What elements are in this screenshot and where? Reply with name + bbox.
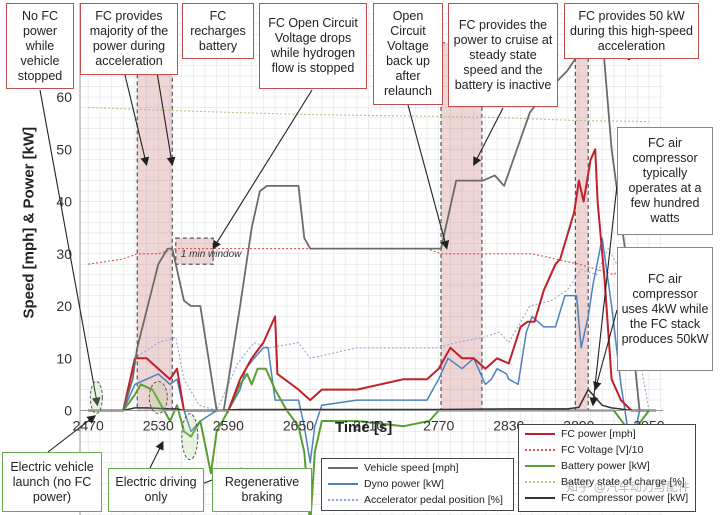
legend-item-accelerator-pedal: Accelerator pedal position [%]	[322, 492, 513, 508]
callout-arrow-4	[407, 104, 450, 250]
x-tick-label: 2530	[143, 417, 174, 433]
y-tick-label: 10	[56, 350, 72, 366]
y-tick-label: 50	[56, 141, 72, 157]
callout-no-fc-power: No FC power while vehicle stopped	[6, 3, 74, 89]
callout-ocv-back-up: Open Circuit Voltage back up after relau…	[373, 3, 443, 105]
callout-arrow-8	[593, 309, 618, 391]
legend-item-fc-compressor-power: FC compressor power [kW]	[519, 490, 695, 506]
callout-fc-recharges-battery: FC recharges battery	[182, 3, 254, 59]
legend-item-dyno-power: Dyno power [kW]	[322, 476, 513, 492]
series-line-2	[88, 248, 650, 412]
shaded-region-2	[574, 42, 589, 412]
highlight-ellipse-2	[181, 413, 199, 461]
legend-item-battery-power: Battery power [kW]	[519, 458, 695, 474]
callout-fc-50kw: FC provides 50 kW during this high-speed…	[564, 3, 699, 59]
callout-compressor-few-hundred-watts: FC air compressor typically operates at …	[617, 127, 713, 235]
callout-arrow-5	[473, 107, 504, 166]
callout-arrow-9	[47, 415, 97, 453]
series-line-6	[88, 106, 650, 123]
one-minute-window-box	[175, 237, 214, 265]
callout-fc-majority-acceleration: FC provides majority of the power during…	[80, 3, 178, 75]
y-tick-label: 60	[56, 89, 72, 105]
x-tick-label: 2470	[73, 417, 104, 433]
y-tick-label: 40	[56, 194, 72, 210]
callout-arrow-3	[212, 89, 313, 250]
highlight-ellipse-1	[148, 380, 168, 414]
y-tick-label: 30	[56, 246, 72, 262]
callout-fc-cruise: FC provides the power to cruise at stead…	[448, 3, 558, 107]
callout-arrow-1	[124, 74, 150, 167]
series-line-7	[88, 388, 649, 412]
legend-item-fc-power: FC power [mph]	[519, 426, 695, 442]
callout-compressor-4kw: FC air compressor uses 4kW while the FC …	[617, 247, 713, 371]
y-tick-label: 0	[64, 403, 72, 419]
callout-arrows	[39, 39, 631, 491]
one-minute-window-label: 1 min window	[181, 249, 242, 260]
watermark: 知乎 @汽车动力与配件	[566, 480, 690, 494]
callout-regenerative-braking: Regenerative braking	[212, 468, 312, 512]
series-line-3	[88, 148, 656, 412]
y-tick-label: 20	[56, 298, 72, 314]
callout-arrow-7	[589, 184, 618, 407]
x-tick-label: 2710	[353, 417, 384, 433]
x-tick-label: 2770	[423, 417, 454, 433]
x-tick-label: 2650	[283, 417, 314, 433]
x-tick-label: 2590	[213, 417, 244, 433]
shaded-region-0	[136, 42, 173, 412]
grid-lines	[80, 3, 663, 515]
legend-item-fc-voltage: FC Voltage [V]/10	[519, 442, 695, 458]
x-tick-label: 2830	[493, 417, 524, 433]
legend-right: FC power [mph] FC Voltage [V]/10 Battery…	[518, 424, 696, 512]
callout-arrow-2	[154, 59, 176, 167]
callout-arrow-10	[149, 440, 164, 469]
legend-left: Vehicle speed [mph] Dyno power [kW] Acce…	[321, 458, 514, 511]
callout-electric-launch: Electric vehicle launch (no FC power)	[2, 452, 102, 512]
legend-item-battery-soc: Battery state of charge [%]	[519, 474, 695, 490]
axes	[79, 3, 663, 515]
callout-ocv-drops: FC Open Circuit Voltage drops while hydr…	[259, 3, 367, 89]
legend-item-vehicle-speed: Vehicle speed [mph]	[322, 460, 513, 476]
highlight-ellipse-0	[89, 380, 103, 414]
y-axis-title: Speed [mph] & Power [kW]	[20, 126, 38, 319]
callout-electric-driving-only: Electric driving only	[108, 468, 204, 512]
callout-arrow-0	[39, 89, 101, 407]
x-axis-title: Time [s]	[335, 419, 393, 436]
